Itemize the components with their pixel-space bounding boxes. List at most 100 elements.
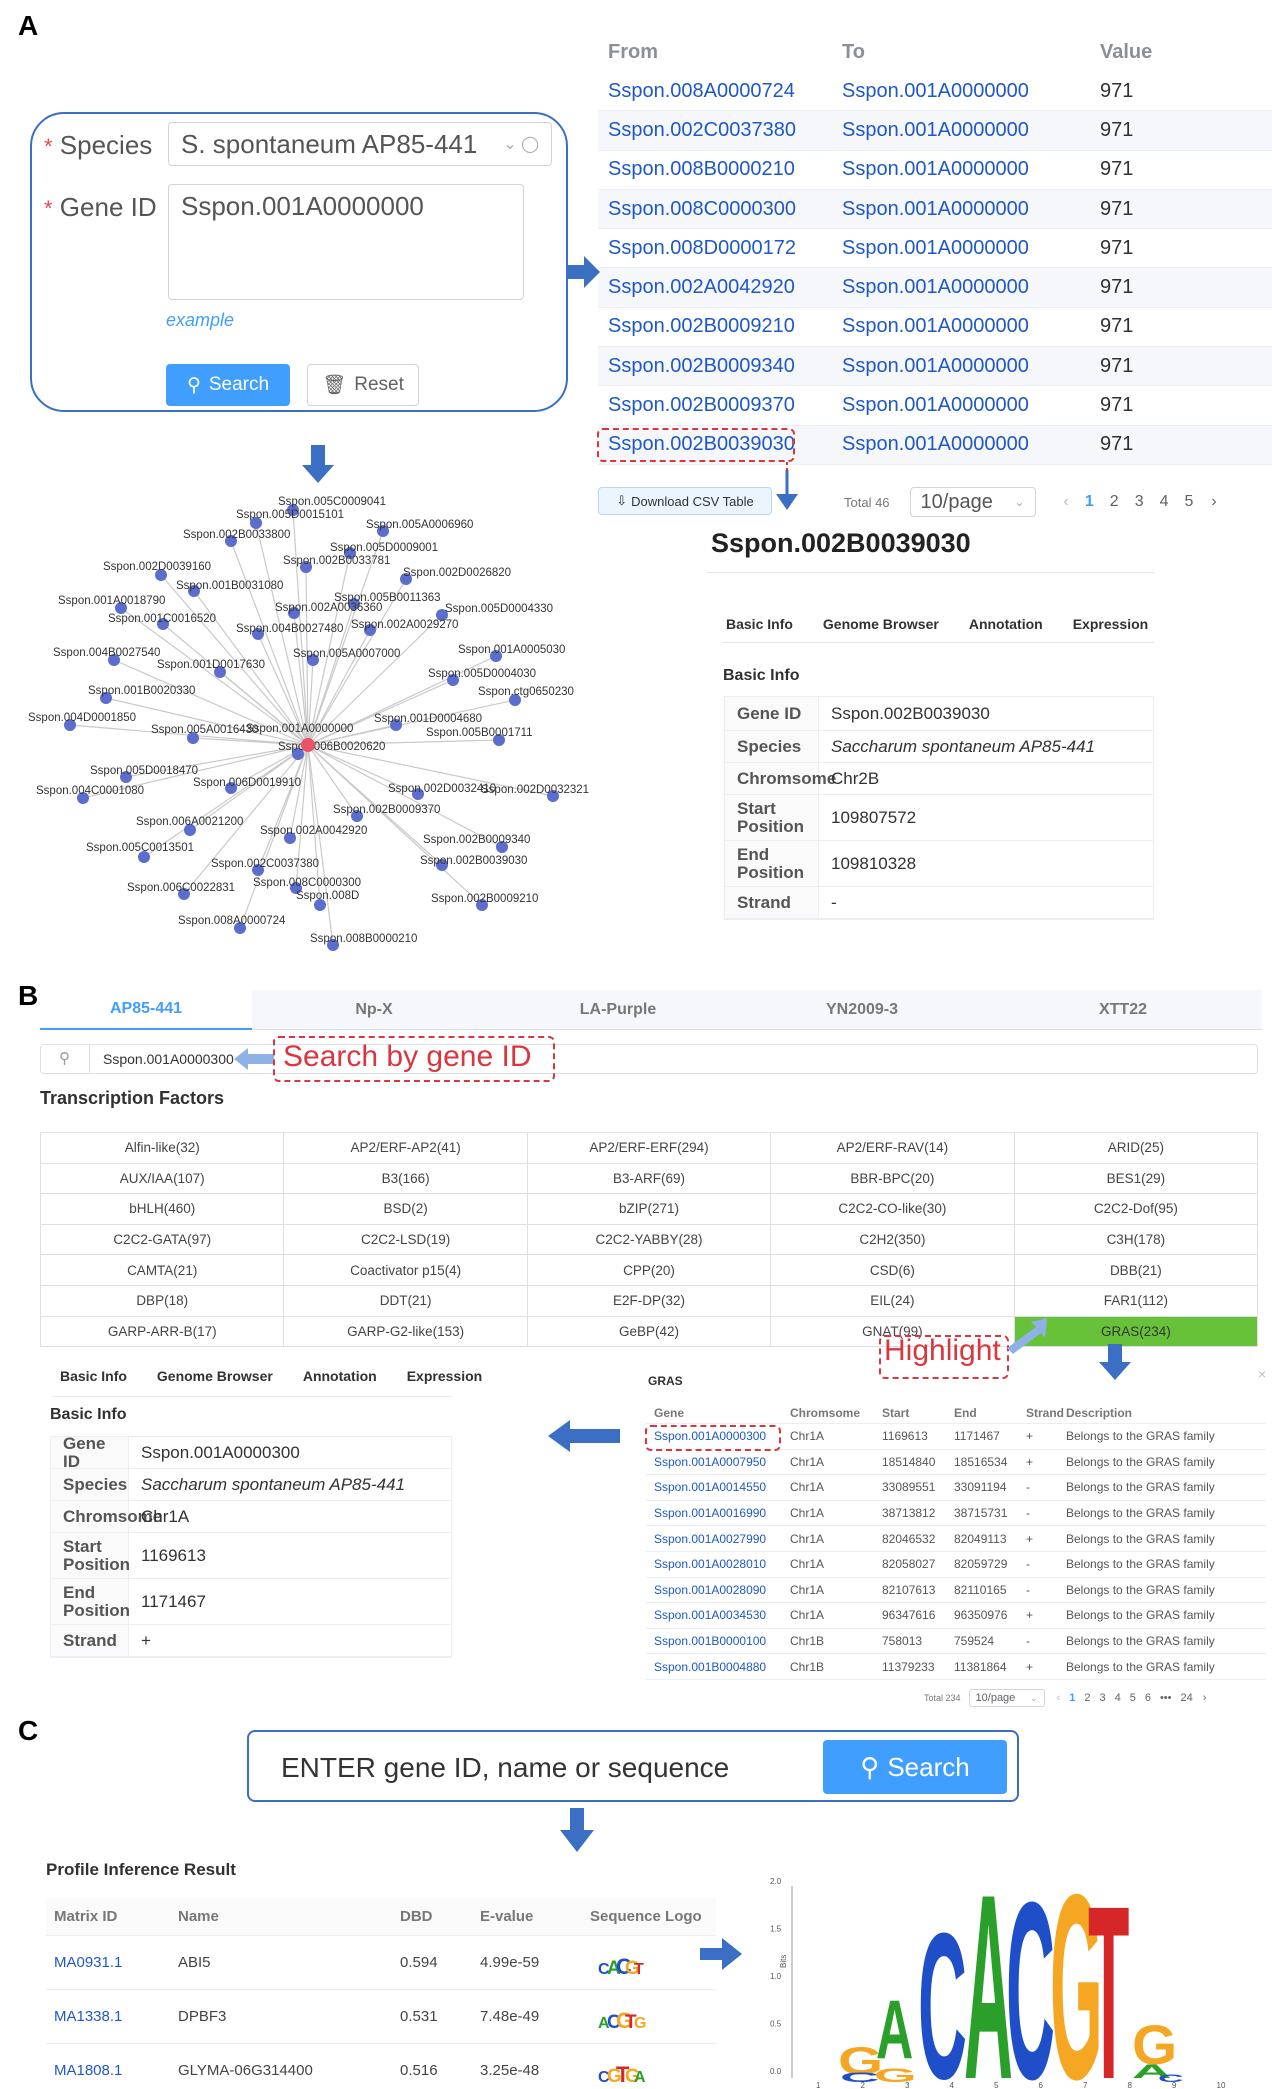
geneid-textarea[interactable]: Sspon.001A0000000 [168, 184, 524, 300]
page-number[interactable]: 4 [1159, 493, 1169, 510]
network-node[interactable] [225, 535, 237, 547]
tab-basic-info[interactable]: Basic Info [60, 1368, 127, 1384]
page-number[interactable]: 1 [1084, 493, 1094, 510]
sequence-search-input[interactable]: ENTER gene ID, name or sequence [281, 1752, 730, 1783]
network-node[interactable] [300, 561, 312, 573]
network-node[interactable] [120, 771, 132, 783]
network-node[interactable] [496, 841, 508, 853]
tf-family-cell[interactable]: AP2/ERF-ERF(294) [527, 1133, 772, 1164]
network-node[interactable] [476, 899, 488, 911]
network-node[interactable] [287, 504, 299, 516]
tab-annotation[interactable]: Annotation [302, 1368, 377, 1384]
tab-genome-browser[interactable]: Genome Browser [822, 616, 939, 632]
tab-annotation[interactable]: Annotation [968, 616, 1043, 632]
network-node[interactable] [364, 624, 376, 636]
network-node[interactable] [509, 694, 521, 706]
network-node[interactable] [493, 734, 505, 746]
page-number[interactable]: 4 [1114, 1692, 1121, 1704]
page-number[interactable]: 2 [1109, 493, 1119, 510]
to-gene-link[interactable]: Sspon.001A0000000 [842, 79, 1029, 102]
from-gene-link[interactable]: Sspon.008B0000210 [608, 158, 795, 181]
from-gene-link[interactable]: Sspon.002B0039030 [608, 433, 795, 456]
close-icon[interactable]: × [1258, 1366, 1267, 1382]
network-node[interactable] [436, 859, 448, 871]
network-node[interactable] [155, 569, 167, 581]
matrix-id-link[interactable]: MA1338.1 [54, 2008, 123, 2025]
tf-family-cell[interactable]: CSD(6) [771, 1255, 1015, 1286]
network-node[interactable] [344, 547, 356, 559]
to-gene-link[interactable]: Sspon.001A0000000 [842, 197, 1029, 220]
tf-family-cell[interactable]: DBB(21) [1014, 1255, 1259, 1286]
tab-cultivar[interactable]: LA-Purple [496, 990, 740, 1030]
info-value[interactable]: Saccharum spontaneum AP85-441 [141, 1474, 405, 1494]
from-gene-link[interactable]: Sspon.002B0009340 [608, 354, 795, 377]
network-node[interactable] [314, 899, 326, 911]
species-select[interactable]: S. spontaneum AP85-441 ⌄ ◯ [168, 122, 552, 166]
page-number[interactable]: 3 [1134, 493, 1144, 510]
example-link[interactable]: example [166, 310, 235, 330]
from-gene-link[interactable]: Sspon.008C0000300 [608, 197, 796, 220]
tf-family-cell[interactable]: GRAS(234) [1014, 1316, 1259, 1348]
to-gene-link[interactable]: Sspon.001A0000000 [842, 394, 1029, 417]
tf-family-cell[interactable]: C2C2-GATA(97) [41, 1224, 285, 1256]
network-node[interactable] [348, 598, 360, 610]
page-number[interactable]: 3 [1099, 1692, 1106, 1704]
tf-family-cell[interactable]: C2C2-Dof(95) [1014, 1194, 1259, 1225]
tf-family-cell[interactable]: C2C2-YABBY(28) [527, 1224, 772, 1256]
tf-family-cell[interactable]: GeBP(42) [527, 1316, 772, 1348]
gene-link[interactable]: Sspon.001A0007950 [654, 1454, 767, 1469]
tf-family-cell[interactable]: GARP-G2-like(153) [284, 1316, 528, 1348]
gene-link[interactable]: Sspon.001A0014550 [654, 1480, 767, 1495]
next-page-icon[interactable]: › [1211, 493, 1217, 510]
tf-family-cell[interactable]: AUX/IAA(107) [41, 1163, 285, 1195]
gene-search-input[interactable]: ⚲ Sspon.001A0000300 [40, 1044, 1258, 1074]
network-node[interactable] [108, 654, 120, 666]
matrix-id-link[interactable]: MA0931.1 [54, 1954, 123, 1971]
network-node[interactable] [290, 882, 302, 894]
from-gene-link[interactable]: Sspon.002B0009370 [608, 394, 795, 417]
page-number[interactable]: 5 [1129, 1692, 1136, 1704]
to-gene-link[interactable]: Sspon.001A0000000 [842, 433, 1029, 456]
network-node[interactable] [115, 602, 127, 614]
tf-family-cell[interactable]: Alfin-like(32) [41, 1133, 285, 1164]
network-node[interactable] [400, 573, 412, 585]
tf-family-cell[interactable]: B3-ARF(69) [527, 1163, 772, 1195]
network-node[interactable] [178, 888, 190, 900]
gene-link[interactable]: Sspon.001A0027990 [654, 1531, 767, 1546]
reset-button[interactable]: 🗑 Reset [307, 364, 419, 406]
tab-cultivar[interactable]: Np-X [252, 990, 496, 1030]
tf-family-cell[interactable]: bZIP(271) [527, 1194, 772, 1225]
tab-genome-browser[interactable]: Genome Browser [156, 1368, 273, 1384]
page-number[interactable]: 1 [1069, 1692, 1076, 1704]
network-node[interactable] [288, 607, 300, 619]
gene-link[interactable]: Sspon.001A0028010 [654, 1557, 767, 1572]
search-button[interactable]: ⚲ Search [166, 364, 290, 406]
tf-family-cell[interactable]: FAR1(112) [1014, 1285, 1259, 1317]
prev-page-icon[interactable]: ‹ [1063, 493, 1069, 510]
next-page-icon[interactable]: › [1202, 1692, 1207, 1704]
tf-family-cell[interactable]: BBR-BPC(20) [771, 1163, 1015, 1195]
network-node[interactable] [214, 666, 226, 678]
tf-family-cell[interactable]: C3H(178) [1014, 1224, 1259, 1256]
page-number[interactable]: 5 [1184, 493, 1194, 510]
tf-family-cell[interactable]: ARID(25) [1014, 1133, 1259, 1164]
tf-family-cell[interactable]: EIL(24) [771, 1285, 1015, 1317]
tf-family-cell[interactable]: B3(166) [284, 1163, 528, 1195]
tab-expression[interactable]: Expression [406, 1368, 483, 1384]
network-node[interactable] [234, 922, 246, 934]
tab-expression[interactable]: Expression [1072, 616, 1149, 632]
network-node[interactable] [351, 810, 363, 822]
tf-family-cell[interactable]: AP2/ERF-AP2(41) [284, 1133, 528, 1164]
gene-link[interactable]: Sspon.001A0028090 [654, 1582, 767, 1597]
tf-family-cell[interactable]: E2F-DP(32) [527, 1285, 772, 1317]
network-node[interactable] [412, 788, 424, 800]
network-node[interactable] [64, 719, 76, 731]
network-node[interactable] [490, 650, 502, 662]
network-node[interactable] [390, 719, 402, 731]
gene-link[interactable]: Sspon.001B0004880 [654, 1659, 767, 1674]
gene-link[interactable]: Sspon.001A0034530 [654, 1608, 767, 1623]
network-node[interactable] [138, 851, 150, 863]
network-node[interactable] [225, 782, 237, 794]
